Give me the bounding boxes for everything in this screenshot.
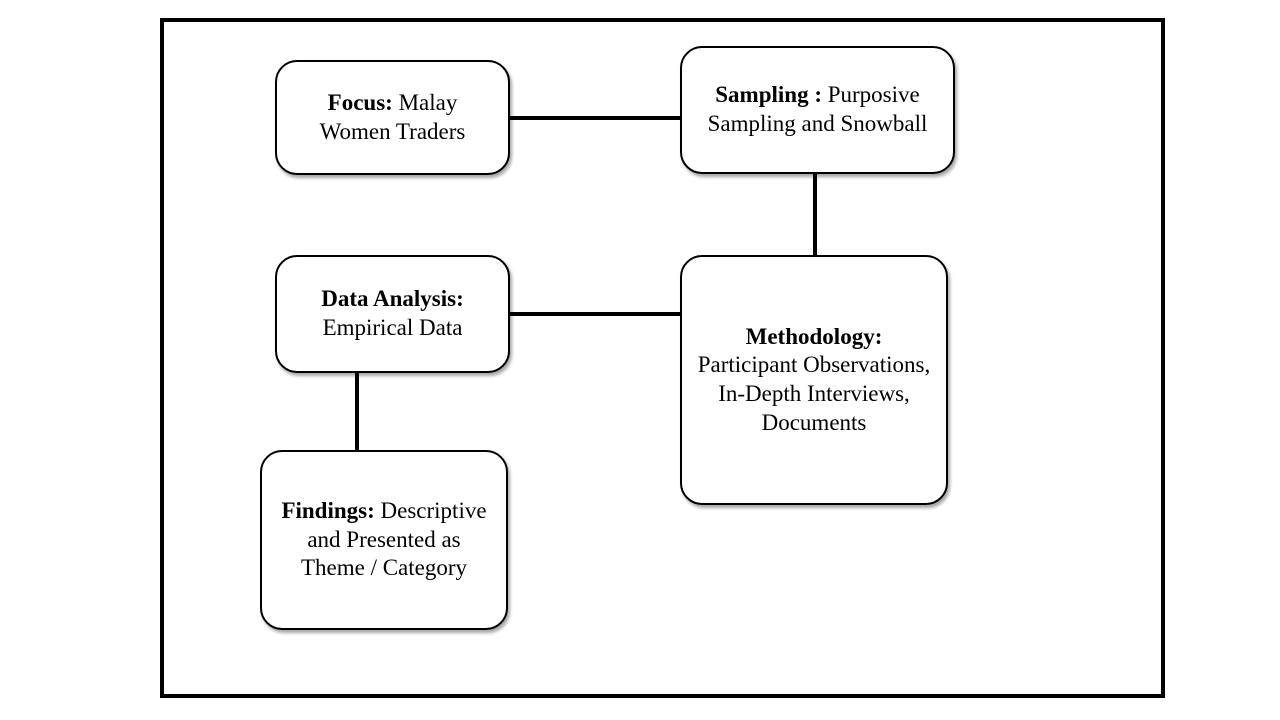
node-data-analysis: Data Analysis: Empirical Data — [275, 255, 510, 373]
node-focus: Focus: Malay Women Traders — [275, 60, 510, 175]
node-methodology: Methodology: Participant Observations, I… — [680, 255, 948, 505]
edge-dataanalysis-methodology — [510, 312, 680, 316]
node-data-analysis-text: Data Analysis: Empirical Data — [291, 285, 494, 343]
node-sampling-text: Sampling : Purposive Sampling and Snowba… — [696, 81, 939, 139]
edge-sampling-methodology — [813, 174, 817, 255]
node-focus-text: Focus: Malay Women Traders — [291, 89, 494, 147]
node-sampling: Sampling : Purposive Sampling and Snowba… — [680, 46, 955, 174]
edge-dataanalysis-findings — [355, 373, 359, 450]
node-findings-text: Findings: Descriptive and Presented as T… — [276, 497, 492, 583]
diagram-canvas: Focus: Malay Women Traders Sampling : Pu… — [0, 0, 1280, 720]
node-findings: Findings: Descriptive and Presented as T… — [260, 450, 508, 630]
edge-focus-sampling — [510, 116, 680, 120]
node-methodology-text: Methodology: Participant Observations, I… — [696, 323, 932, 438]
